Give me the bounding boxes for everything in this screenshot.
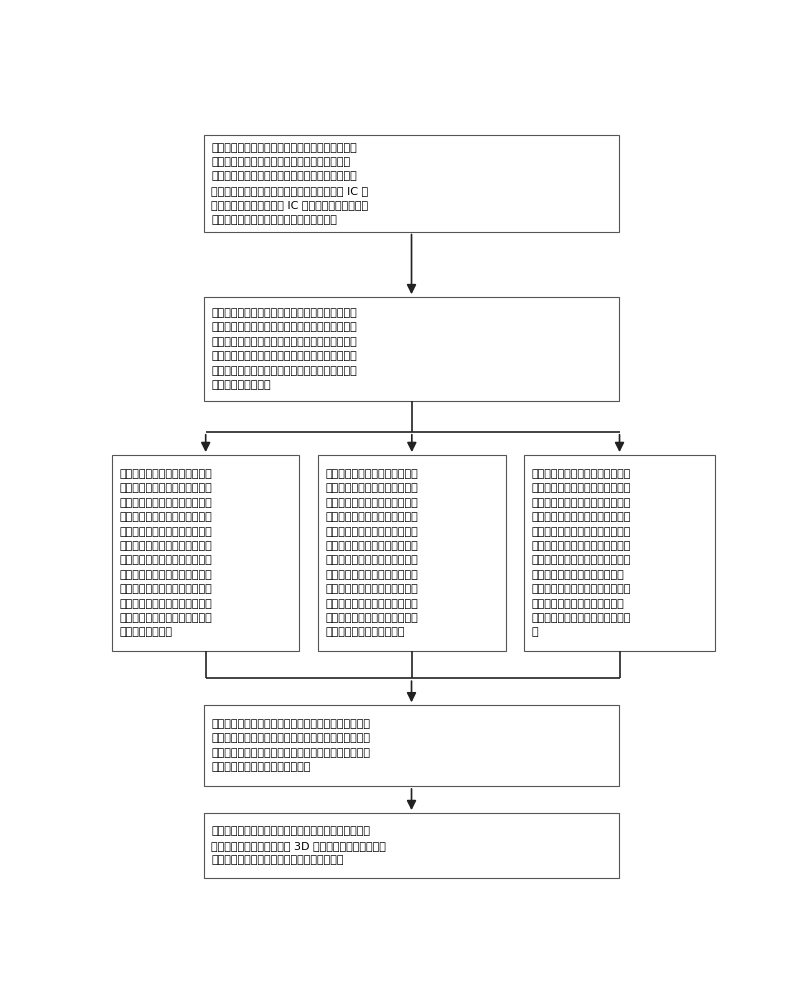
Bar <box>204 135 619 232</box>
Text: 采用这些标签化的数据训练异常行
为识别分类器，如神经网络间，决
策树等，利用训练好的分类器对未
知的数据进行检测，可以发现异常
的数据，并给出异常的评分，分类
: 采用这些标签化的数据训练异常行 为识别分类器，如神经网络间，决 策树等，利用训练… <box>532 469 631 637</box>
Bar <box>204 297 619 401</box>
Bar <box>112 455 299 651</box>
Bar <box>318 455 505 651</box>
Bar <box>524 455 715 651</box>
Text: 然后根据不同等级的警报信息进行数据态势建模处理，
再通过数据结果显示模块以 3D 虚拟形式进行建模展示，
且传输的警报信息最后存储至数据存储模块内: 然后根据不同等级的警报信息进行数据态势建模处理， 再通过数据结果显示模块以 3D… <box>211 826 386 865</box>
Bar <box>204 705 619 786</box>
Bar <box>204 813 619 878</box>
Text: 首先接收用户上传数据，再对上传数据进行解析，
再将解析后的数据经过去重、清洗、自动补全处理
后转化为结构化数据，然后进入预处理阶段，预处
理阶段再对数据进行快速: 首先接收用户上传数据，再对上传数据进行解析， 再将解析后的数据经过去重、清洗、自… <box>211 308 357 390</box>
Text: 分析处理后的数据传输至数据报警单元，接着数据整理
分类单元对产生的警报信息进行统一规整分类，且分别
传输至三级内网警报模块、二级外网警报模块、一级平
台警报模块: 分析处理后的数据传输至数据报警单元，接着数据整理 分类单元对产生的警报信息进行统… <box>211 719 370 772</box>
Text: 通过对处理后的数据进行基本的
统计，包括最大值、最小值、均
值、标准差等，可以找出数据特
征的变化范围与规律，即变量的
基线，再对得到的基线进行初步
的异常检测: 通过对处理后的数据进行基本的 统计，包括最大值、最小值、均 值、标准差等，可以找… <box>119 469 212 637</box>
Text: 用户预先通过实名认证单元进行实名认证后上传数
据，实名认证单元分为三种方式可供不同用户选
择，游客用户可输入本人身份证编号进入证件验证
通道进行身份验证，内部员: 用户预先通过实名认证单元进行实名认证后上传数 据，实名认证单元分为三种方式可供不… <box>211 143 368 225</box>
Text: 由于上传的原始数据和经过预处
理的数据大部分是无标签数据，
无监督分析模块可对无标签数据
进行分析，并采用聚类的方法来
对统计分析得到的数据特征进行
聚类，可以: 由于上传的原始数据和经过预处 理的数据大部分是无标签数据， 无监督分析模块可对无… <box>326 469 418 637</box>
